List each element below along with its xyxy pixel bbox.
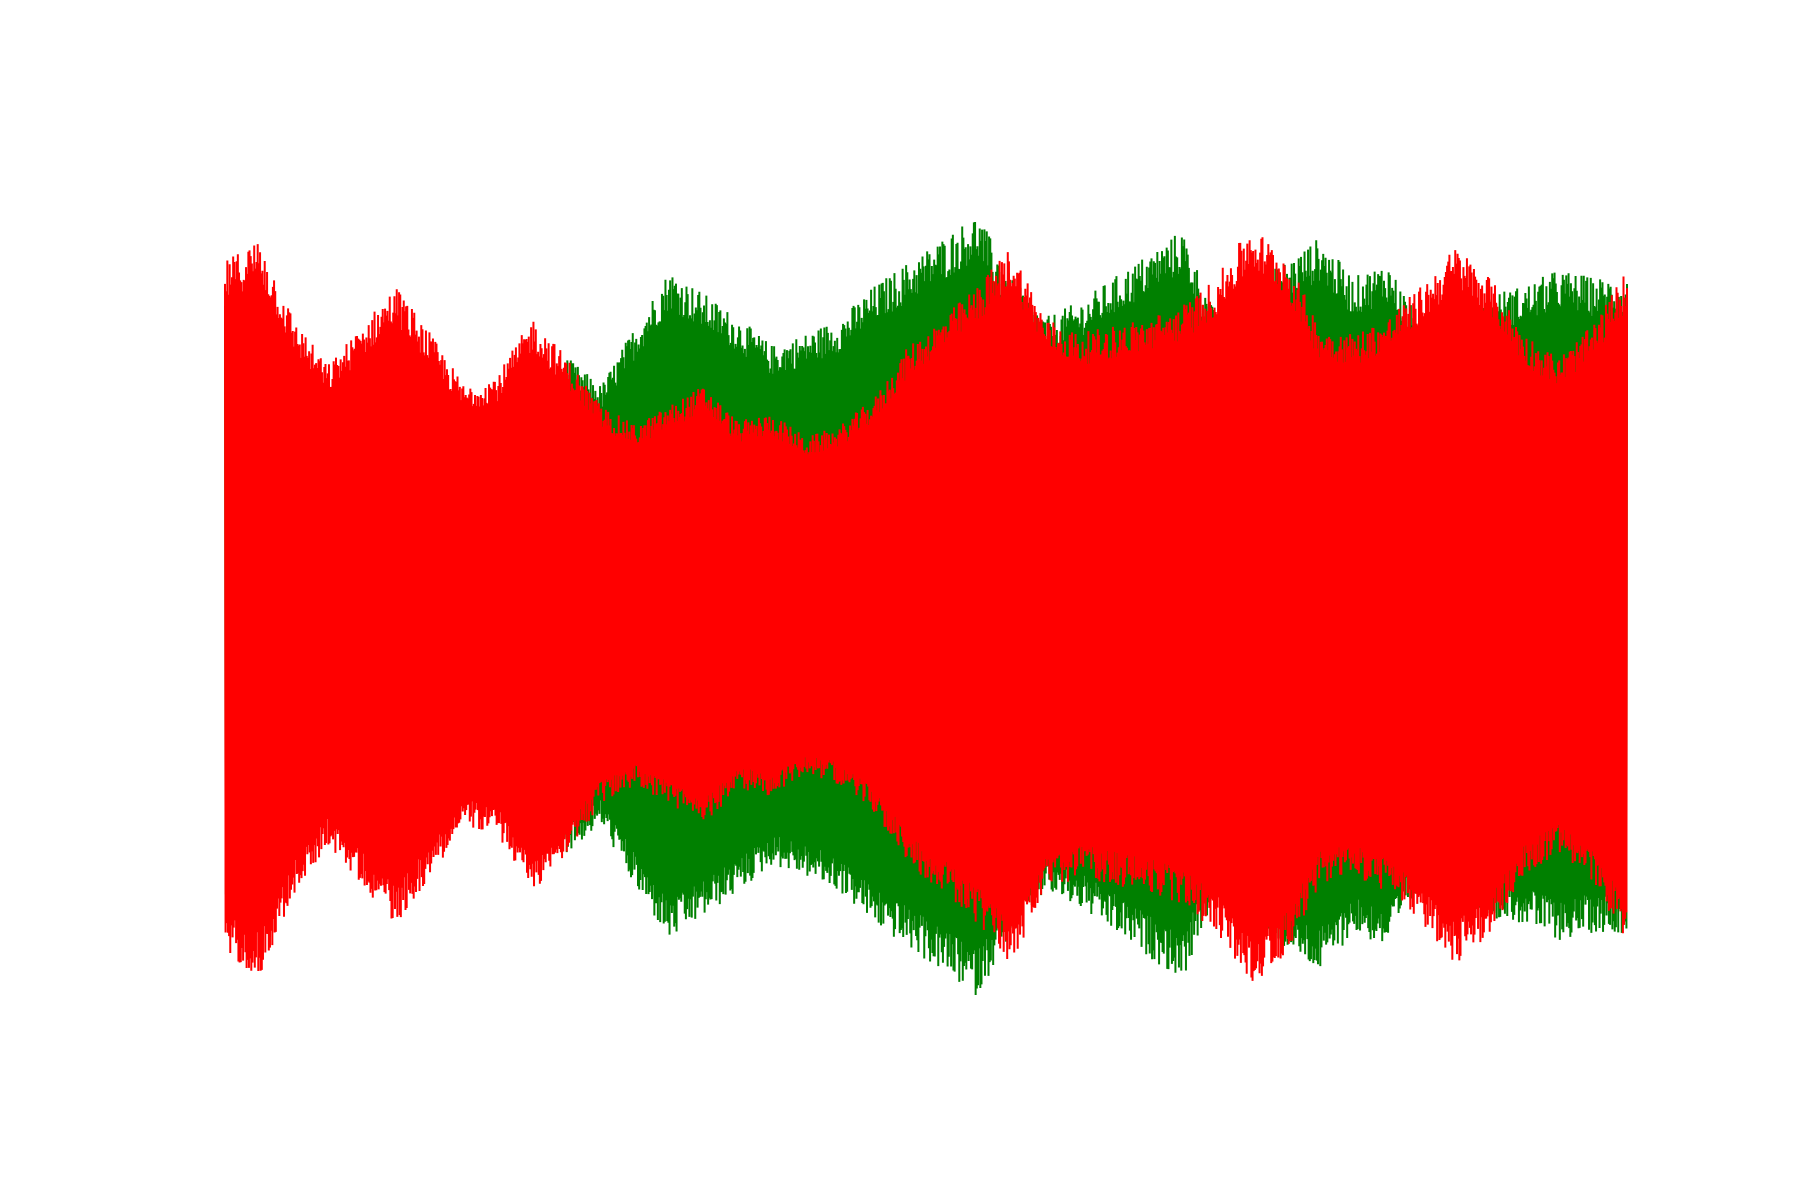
series-line-2	[224, 237, 1628, 981]
plot-area	[224, 222, 1628, 995]
